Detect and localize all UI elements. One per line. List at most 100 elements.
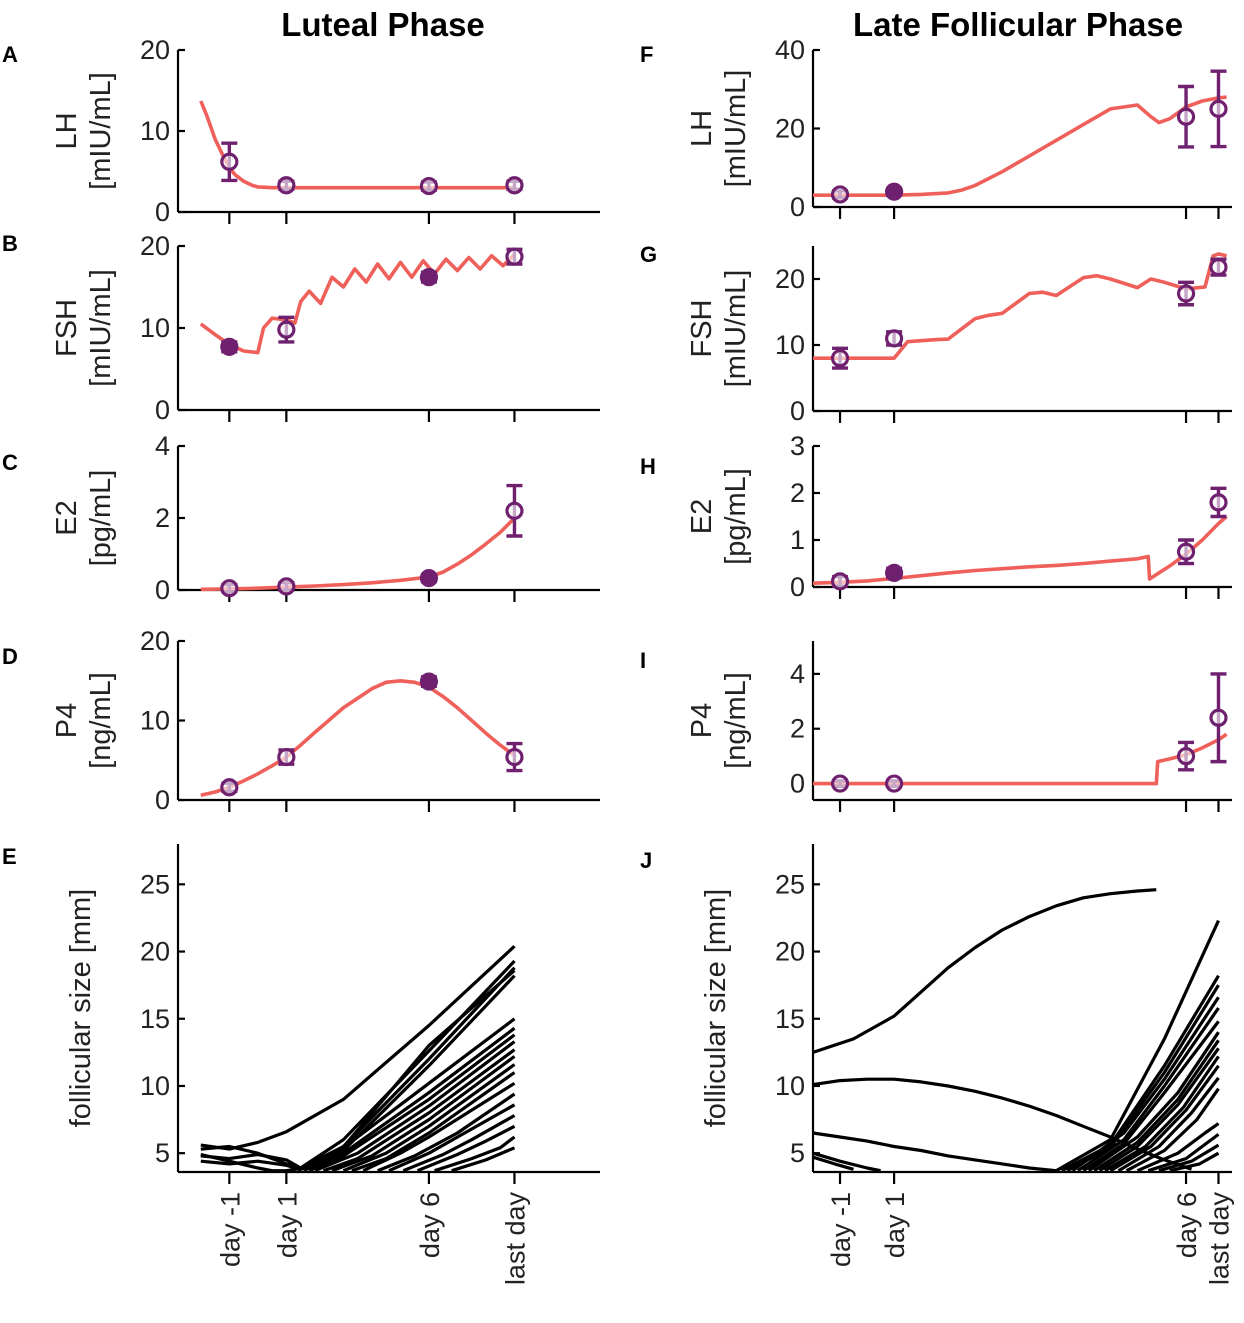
data-marker [277,577,296,596]
data-point [505,247,524,266]
follicle-trajectory [1087,1031,1220,1173]
series-group [199,252,516,355]
panel-label: C [2,450,18,475]
x-tick-label: day 1 [880,1192,910,1258]
y-axis-label: E2 [686,499,718,534]
panel-d: D 0 10 20 P4 [ng/mL] [2,626,600,815]
data-marker [830,572,850,591]
x-tick-label: last day [500,1192,530,1286]
y-tick-label: 20 [140,231,170,261]
data-point [1209,486,1228,519]
data-point [277,577,296,596]
series-group [199,100,515,190]
follicle-trajectory [402,1114,516,1173]
y-tick-label: 0 [790,192,805,222]
follicle-trajectory [451,1146,516,1173]
data-point [505,483,524,538]
follicle-trajectory [1055,919,1220,1173]
data-marker [1209,99,1228,118]
follicle-trajectory [1060,974,1220,1173]
data-marker [505,176,524,195]
panel-b: B 0 10 20 FSH [mIU/mL] [2,231,600,425]
y-axis-label: LH [686,110,718,147]
follicle-trajectory [1104,1055,1220,1173]
y-axis-label: [pg/mL] [720,468,752,565]
y-tick-label: 20 [140,626,170,656]
follicle-trajectory [200,966,516,1170]
data-point [220,579,239,598]
y-tick-label: 10 [775,330,805,360]
y-axis-label: FSH [51,299,83,357]
series-group [812,515,1228,585]
data-marker [884,329,904,348]
data-point [830,774,850,793]
data-marker [884,774,904,793]
y-tick-label: 0 [155,395,170,425]
model-line [200,679,516,797]
data-marker [830,185,850,204]
y-axis-label: [ng/mL] [720,672,752,769]
panel-label: J [640,848,652,873]
y-tick-label: 40 [775,35,805,65]
y-tick-label: 10 [140,706,170,736]
data-point [1209,672,1228,764]
y-tick-label: 0 [155,197,170,227]
data-point [277,176,296,195]
panel-h: H 0 1 2 3 E2 [pg/mL] [640,431,1232,602]
model-line [813,252,1228,360]
follicle-trajectory [1169,1151,1220,1173]
data-marker [1176,747,1196,766]
y-tick-label: 0 [155,575,170,605]
follicle-trajectory [812,1151,881,1173]
y-tick-label: 20 [775,264,805,294]
follicle-trajectory [308,1033,516,1173]
data-marker [277,176,296,195]
follicle-trajectory [1077,1007,1220,1173]
data-point [419,569,439,588]
follicle-trajectory [200,969,516,1173]
y-tick-label: 1 [790,525,805,555]
y-axis-label: FSH [686,300,718,358]
follicle-trajectory [302,1026,516,1173]
x-tick-label: day -1 [826,1192,856,1267]
data-marker [1209,708,1228,727]
follicle-trajectory [377,1092,516,1173]
follicle-trajectory [1093,1039,1220,1173]
series-group [812,888,1220,1173]
y-tick-label: 10 [140,1071,170,1101]
model-line [199,252,516,355]
data-point [830,572,850,591]
panel-label: G [640,242,657,267]
data-marker [419,672,439,691]
follicle-trajectory [812,1155,854,1171]
x-tick-label: last day [1204,1192,1234,1286]
y-tick-label: 0 [790,572,805,602]
follicle-trajectory [416,1124,516,1173]
y-tick-label: 3 [790,431,805,461]
y-tick-label: 2 [155,503,170,533]
follicle-trajectory [342,1063,516,1173]
x-tick-label: day -1 [215,1192,245,1267]
y-axis-label: follicular size [mm] [700,889,732,1128]
y-tick-label: 0 [790,396,805,426]
data-marker [419,176,439,196]
series-group [200,679,516,797]
panel-label: H [640,454,656,479]
follicle-trajectory [351,1071,516,1173]
follicle-trajectory [1071,996,1220,1172]
x-tick-label: day 6 [415,1192,445,1258]
follicle-trajectory [331,1055,516,1173]
panel-label: F [640,42,653,67]
model-line [812,515,1228,585]
y-tick-label: 20 [140,35,170,65]
y-axis-label: LH [51,112,83,149]
data-point [220,778,239,797]
panel-label: D [2,644,18,669]
follicle-trajectory [1147,1133,1220,1173]
model-line [813,95,1227,197]
data-point [277,315,296,344]
y-tick-label: 10 [140,313,170,343]
y-tick-label: 15 [140,1004,170,1034]
data-point [1176,84,1196,149]
